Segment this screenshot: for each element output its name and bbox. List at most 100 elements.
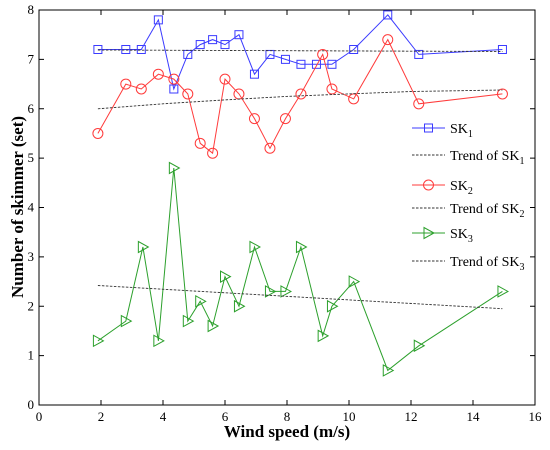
data-point (152, 68, 164, 80)
data-point (326, 83, 338, 95)
data-point (153, 334, 165, 348)
data-point (248, 113, 260, 125)
legend-label-subscript: 3 (520, 262, 525, 273)
legend-label-subscript: 3 (468, 234, 473, 245)
y-axis-title: Number of skimmer (set) (8, 116, 27, 298)
y-tick-label: 1 (28, 348, 35, 363)
data-point (317, 329, 330, 343)
x-tick-label: 14 (467, 409, 481, 424)
x-axis-title: Wind speed (m/s) (224, 422, 350, 441)
data-point (208, 35, 218, 45)
data-point (120, 314, 133, 328)
legend-label-main: Trend of SK (450, 202, 520, 217)
data-point (194, 137, 206, 149)
data-point (182, 314, 195, 328)
data-point (207, 147, 219, 159)
series-line (97, 167, 503, 372)
data-point (137, 240, 150, 254)
x-tick-label: 16 (529, 409, 543, 424)
y-tick-label: 3 (28, 249, 35, 264)
data-point (169, 84, 179, 94)
data-point (220, 270, 232, 283)
y-tick-label: 8 (28, 2, 35, 17)
data-point (220, 40, 230, 50)
data-point (234, 30, 244, 40)
legend-label-main: SK (450, 122, 468, 137)
y-tick-label: 2 (28, 298, 35, 313)
y-tick-label: 0 (28, 397, 35, 412)
x-tick-label: 0 (36, 409, 43, 424)
x-tick-label: 10 (343, 409, 356, 424)
legend-label-main: SK (450, 179, 468, 194)
data-point (219, 73, 231, 85)
y-axis: 0 1 2 3 4 5 6 7 8 (28, 2, 535, 412)
data-point (414, 49, 424, 59)
legend-label-main: Trend of SK (450, 149, 520, 164)
data-point (121, 45, 131, 54)
data-point (382, 34, 394, 46)
data-point (348, 275, 361, 288)
plot-area (38, 9, 536, 406)
data-point (168, 73, 180, 85)
data-point (135, 83, 147, 95)
data-point (311, 59, 321, 69)
data-point (249, 69, 259, 79)
data-point (168, 161, 181, 175)
data-point (264, 142, 276, 154)
data-point (497, 285, 509, 298)
data-point (496, 88, 508, 100)
data-point (195, 40, 205, 50)
y-tick-label: 7 (28, 51, 35, 66)
legend-label: SK1 (450, 122, 473, 140)
data-point (383, 10, 393, 20)
trend-line (97, 285, 503, 310)
data-point (295, 240, 308, 254)
y-tick-label: 4 (28, 200, 35, 215)
data-point (413, 339, 426, 353)
legend-label-subscript: 1 (520, 156, 525, 167)
legend-label: SK2 (450, 179, 473, 197)
x-tick-label: 2 (98, 409, 105, 424)
legend-label-subscript: 2 (468, 186, 473, 197)
data-point (207, 319, 220, 333)
data-point (120, 78, 132, 90)
legend-label-subscript: 2 (520, 209, 525, 220)
trend-line (97, 89, 503, 110)
data-point (382, 364, 395, 377)
legend-label-main: Trend of SK (450, 255, 520, 270)
data-point (182, 88, 194, 100)
data-point (93, 45, 103, 54)
data-point (136, 45, 146, 54)
legend-label-main: SK (450, 227, 468, 242)
data-point (349, 45, 359, 54)
legend-label: Trend of SK2 (450, 202, 525, 220)
data-point (413, 98, 425, 110)
legend-label: SK3 (450, 227, 473, 245)
data-point (295, 88, 307, 100)
legend-label-subscript: 1 (468, 129, 473, 140)
data-point (233, 299, 246, 313)
data-point (279, 113, 291, 125)
data-point (327, 59, 337, 69)
data-point (296, 59, 306, 69)
y-tick-label: 6 (28, 101, 35, 116)
x-tick-label: 12 (405, 409, 418, 424)
data-point (280, 54, 290, 64)
y-tick-label: 5 (28, 150, 35, 165)
x-tick-label: 6 (222, 409, 229, 424)
x-tick-label: 8 (284, 409, 291, 424)
legend-label: Trend of SK3 (450, 255, 525, 273)
data-point (326, 299, 339, 313)
data-point (153, 15, 163, 25)
trend-line (97, 49, 503, 52)
data-point (317, 48, 329, 60)
series-line (97, 38, 503, 155)
data-point (249, 240, 261, 254)
data-point (497, 45, 507, 54)
data-point (264, 285, 277, 298)
data-point (92, 334, 105, 348)
data-point (424, 123, 433, 133)
legend-label: Trend of SK1 (450, 149, 525, 167)
